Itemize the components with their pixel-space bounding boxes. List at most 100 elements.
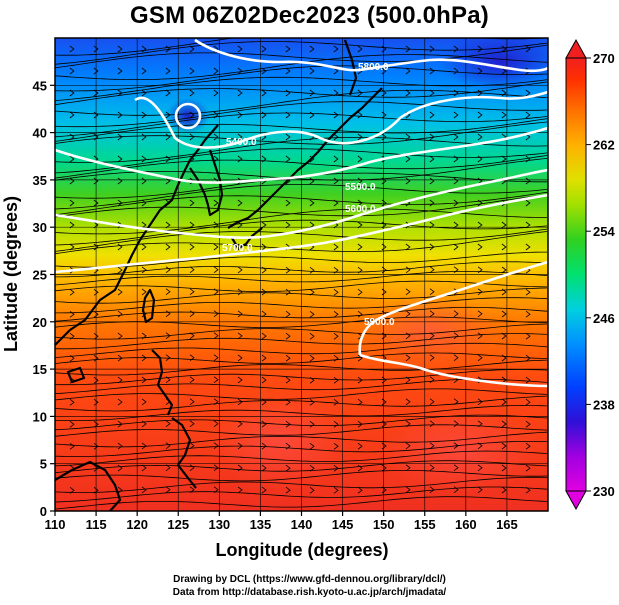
wind-arrowhead-66 <box>69 354 75 362</box>
wind-arrowhead-395 <box>453 199 459 207</box>
wind-arrowhead-366 <box>405 486 411 494</box>
wind-arrowhead-346 <box>405 45 411 53</box>
wind-arrowhead-131 <box>141 398 147 406</box>
contour-label-5900: 5900.0 <box>364 317 395 328</box>
wind-arrowhead-170 <box>189 332 195 340</box>
contour-5900-b <box>359 353 548 388</box>
wind-arrowhead-478 <box>550 178 554 184</box>
wind-arrowhead-166 <box>189 243 195 251</box>
wind-arrowhead-396 <box>453 221 459 229</box>
wind-arrowhead-288 <box>333 155 339 163</box>
wind-arrowhead-92 <box>93 464 99 472</box>
wind-arrowhead-322 <box>357 442 363 450</box>
streamline-20 <box>55 208 547 235</box>
wind-arrowhead-187 <box>213 243 219 251</box>
wind-arrowhead-283 <box>333 45 339 53</box>
wind-arrowhead-260 <box>285 464 291 472</box>
wind-arrowhead-198 <box>213 486 219 494</box>
wind-arrowhead-140 <box>165 133 171 141</box>
wind-arrowhead-374 <box>429 199 435 207</box>
wind-arrowhead-206 <box>237 199 243 207</box>
streamline-26 <box>55 271 548 286</box>
wind-arrowhead-491 <box>550 465 554 471</box>
streamline-7 <box>55 89 548 116</box>
wind-arrowhead-447 <box>501 420 507 428</box>
wind-arrowhead-259 <box>285 442 291 450</box>
wind-arrowhead-309 <box>357 155 363 163</box>
x-tick-label: 120 <box>126 517 148 532</box>
wind-arrowhead-479 <box>550 200 554 206</box>
wind-arrowhead-57 <box>69 155 75 163</box>
wind-arrowhead-267 <box>309 155 315 163</box>
wind-arrowhead-119 <box>141 133 147 141</box>
wind-arrowhead-235 <box>261 376 267 384</box>
x-tick-label: 150 <box>373 517 395 532</box>
wind-arrowhead-135 <box>141 486 147 494</box>
wind-arrowhead-129 <box>141 354 147 362</box>
wind-arrowhead-377 <box>429 266 435 274</box>
contour-5400 <box>134 90 548 149</box>
wind-arrowhead-292 <box>333 243 339 251</box>
streamline-35 <box>55 352 548 364</box>
contour-label-5400: 5400.0 <box>226 137 257 148</box>
wind-arrowhead-112 <box>117 442 123 450</box>
wind-arrowhead-279 <box>309 420 315 428</box>
wind-arrowhead-320 <box>357 398 363 406</box>
wind-arrowhead-194 <box>213 398 219 406</box>
streamline-14 <box>55 155 548 179</box>
wind-arrowhead-356 <box>405 266 411 274</box>
wind-arrowhead-401 <box>453 332 459 340</box>
wind-arrowhead-312 <box>357 221 363 229</box>
wind-arrowhead-133 <box>141 442 147 450</box>
wind-arrowhead-384 <box>429 420 435 428</box>
wind-arrowhead-307 <box>357 111 363 119</box>
wind-arrowhead-492 <box>550 487 554 493</box>
wind-arrowhead-261 <box>285 486 291 494</box>
wind-arrowhead-61 <box>69 243 75 251</box>
wind-arrowhead-142 <box>165 177 171 185</box>
wind-arrowhead-378 <box>429 288 435 296</box>
wind-arrowhead-185 <box>213 199 219 207</box>
wind-arrowhead-171 <box>189 354 195 362</box>
wind-arrowhead-315 <box>357 288 363 296</box>
wind-arrowhead-453 <box>525 89 531 97</box>
wind-arrowhead-93 <box>93 486 99 494</box>
wind-arrowhead-268 <box>309 177 315 185</box>
wind-arrowhead-262 <box>309 45 315 53</box>
wind-arrowhead-484 <box>550 311 554 317</box>
wind-arrowhead-412 <box>477 111 483 119</box>
wind-arrowhead-297 <box>333 354 339 362</box>
wind-arrowhead-490 <box>550 443 554 449</box>
wind-arrowhead-138 <box>165 89 171 97</box>
wind-arrowhead-263 <box>309 67 315 75</box>
streamline-8 <box>55 101 548 128</box>
wind-arrowhead-397 <box>453 243 459 251</box>
wind-arrowhead-52 <box>69 45 75 53</box>
wind-arrowhead-385 <box>429 442 435 450</box>
wind-arrowhead-243 <box>285 89 291 97</box>
wind-arrowhead-458 <box>525 199 531 207</box>
wind-arrowhead-345 <box>381 486 387 494</box>
streamline-41 <box>55 404 548 421</box>
wind-arrowhead-451 <box>525 45 531 53</box>
wind-arrowhead-371 <box>429 133 435 141</box>
coast-hainan <box>66 366 86 384</box>
streamline-45 <box>55 441 548 457</box>
wind-arrowhead-351 <box>405 155 411 163</box>
wind-arrowhead-450 <box>501 486 507 494</box>
wind-arrowhead-341 <box>381 398 387 406</box>
wind-arrowhead-253 <box>285 310 291 318</box>
wind-arrowhead-75 <box>93 89 99 97</box>
wind-arrowhead-125 <box>141 266 147 274</box>
wind-arrowhead-53 <box>69 67 75 75</box>
wind-arrowhead-164 <box>189 199 195 207</box>
contour-5900 <box>358 260 548 356</box>
wind-arrowhead-217 <box>237 442 243 450</box>
wind-arrowhead-298 <box>333 376 339 384</box>
wind-arrowhead-88 <box>93 376 99 384</box>
wind-arrowhead-469 <box>525 442 531 450</box>
wind-arrowhead-308 <box>357 133 363 141</box>
wind-arrowhead-113 <box>117 464 123 472</box>
wind-arrowhead-239 <box>261 464 267 472</box>
wind-arrowhead-373 <box>429 177 435 185</box>
